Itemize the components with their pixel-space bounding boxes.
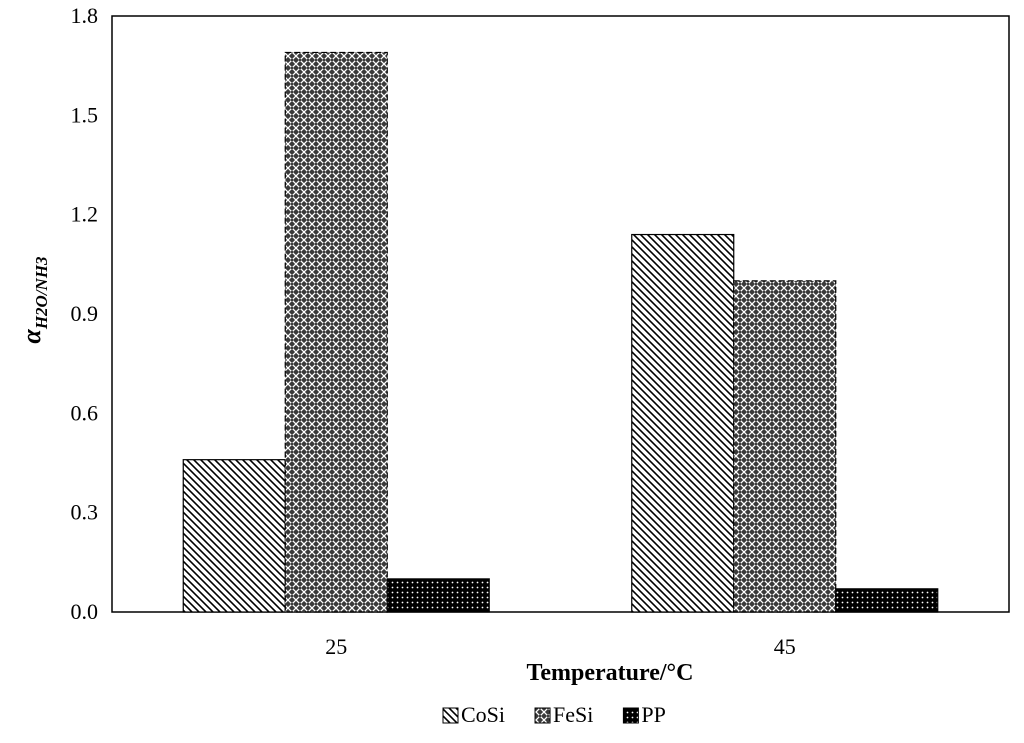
bar-fesi-45 [733, 280, 837, 613]
bar-cosi-45 [631, 233, 735, 613]
y-tick-label: 1.8 [71, 3, 99, 28]
x-tick-label: 45 [774, 634, 796, 659]
svg-text:αH2O/NH3: αH2O/NH3 [17, 256, 51, 344]
y-tick-label: 1.5 [71, 102, 99, 127]
legend-swatch-cosi [442, 707, 459, 724]
y-axis-title-subscript: H2O/NH3 [32, 256, 51, 330]
x-axis-ticks: 25 45 [325, 634, 796, 659]
legend: CoSi FeSi PP [442, 702, 666, 727]
y-axis-title: αH2O/NH3 [17, 256, 51, 344]
legend-label-fesi: FeSi [553, 702, 593, 727]
legend-swatch-pp [622, 707, 639, 724]
x-axis-title: Temperature/°C [527, 660, 694, 686]
legend-swatch-fesi [534, 707, 551, 724]
legend-label-pp: PP [641, 702, 665, 727]
bar-pp-45 [835, 588, 939, 613]
bars-group [182, 51, 939, 613]
y-tick-label: 0.3 [71, 500, 99, 525]
y-axis-title-main: α [17, 329, 46, 344]
y-axis-ticks: 0.0 0.3 0.6 0.9 1.2 1.5 1.8 [71, 3, 99, 624]
legend-label-cosi: CoSi [461, 702, 505, 727]
y-tick-label: 0.0 [71, 599, 99, 624]
y-tick-label: 1.2 [71, 202, 99, 227]
bar-fesi-25 [284, 51, 388, 613]
bar-pp-25 [386, 578, 490, 613]
bar-cosi-25 [182, 459, 286, 613]
y-tick-label: 0.6 [71, 400, 99, 425]
x-tick-label: 25 [325, 634, 347, 659]
y-tick-label: 0.9 [71, 301, 99, 326]
